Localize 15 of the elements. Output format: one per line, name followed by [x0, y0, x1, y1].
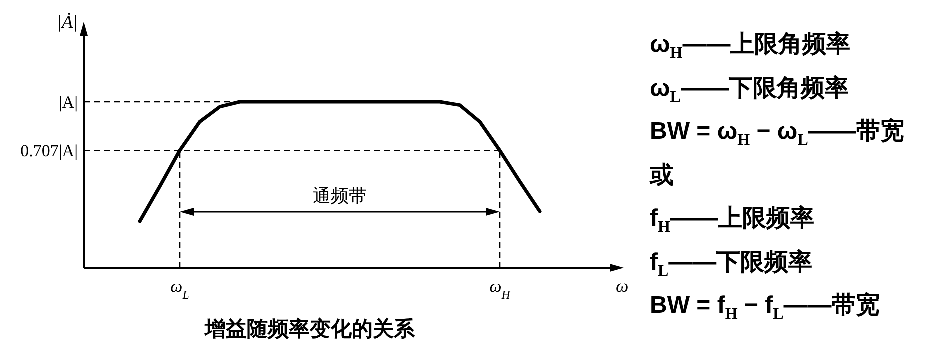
annotation: 通频带	[313, 186, 367, 206]
text: BW = f$_{H}$ − f$_{L}$——带宽	[650, 291, 880, 324]
y-axis-title: |Ȧ|	[57, 12, 78, 32]
text: ω$_{H}$——上限角频率	[650, 30, 851, 63]
x-tick-label: ω$_{L}$	[170, 277, 190, 302]
text: f$_{L}$——下限频率	[650, 248, 813, 280]
text: BW = ω$_{H}$ − ω$_{L}$——带宽	[650, 117, 904, 150]
ref-line-label: |A|	[58, 93, 78, 112]
x-axis-title: ω	[616, 276, 629, 296]
text: 增益随频率变化的关系	[204, 317, 416, 341]
x-tick-label: ω$_{H}$	[490, 277, 512, 302]
ref-line-label: 0.707|A|	[20, 142, 78, 161]
text: ω$_{L}$——下限角频率	[650, 74, 849, 106]
text: 或	[650, 160, 674, 190]
text: f$_{H}$——上限频率	[650, 204, 814, 237]
